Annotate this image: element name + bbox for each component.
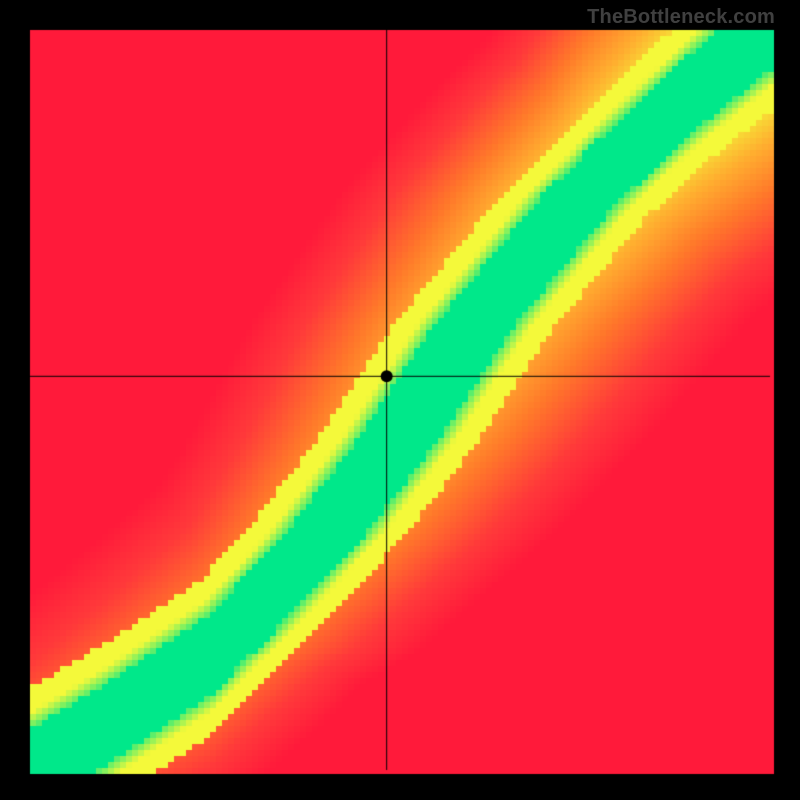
- chart-container: TheBottleneck.com: [0, 0, 800, 800]
- bottleneck-heatmap: [0, 0, 800, 800]
- watermark-text: TheBottleneck.com: [587, 6, 775, 29]
